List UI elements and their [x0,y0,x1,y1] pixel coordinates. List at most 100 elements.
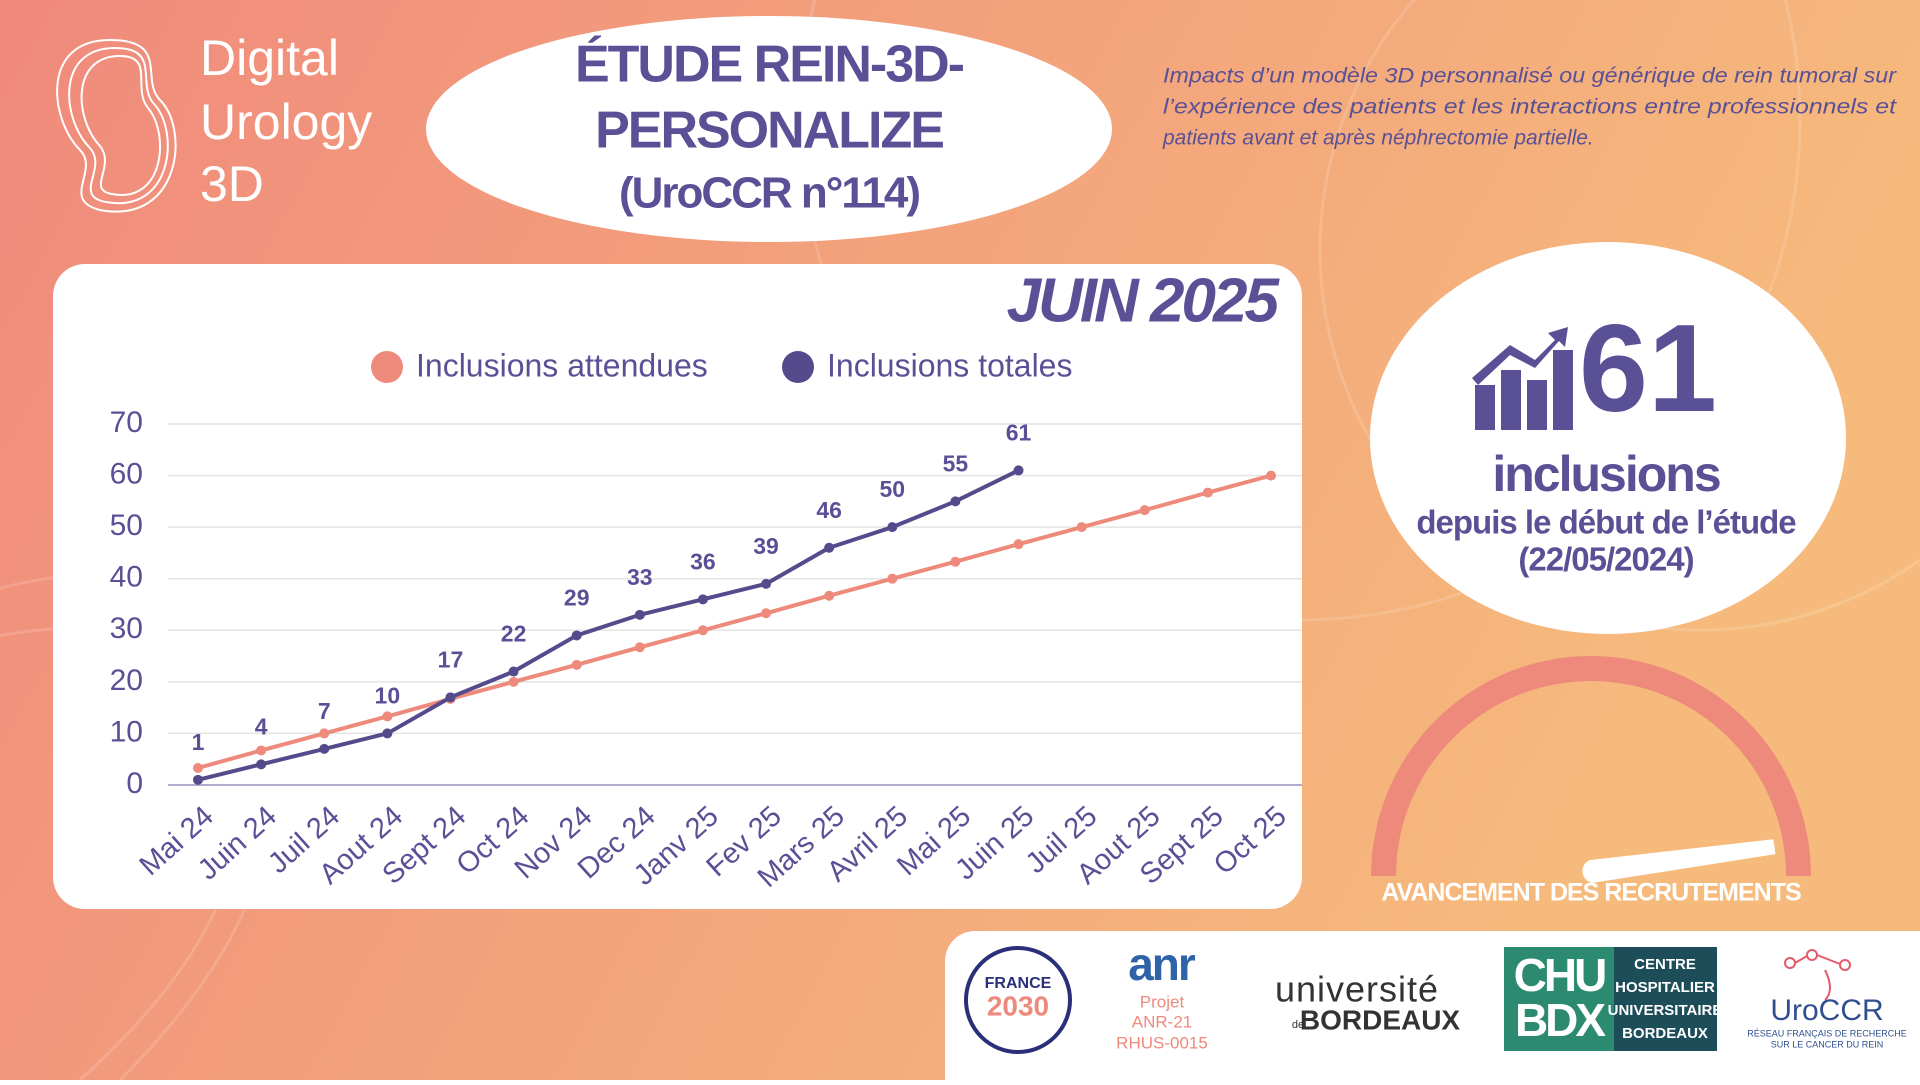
title-line: ÉTUDE REIN-3D- [575,36,964,94]
y-tick-label: 60 [110,457,143,490]
data-label: 7 [318,698,331,724]
point [382,728,393,739]
brand-line: 3D [200,156,264,212]
data-label: 61 [1006,419,1032,445]
y-tick-label: 0 [126,767,143,800]
data-label: 22 [501,621,527,647]
point [256,745,267,756]
kpi-icon [1472,327,1573,430]
y-tick-label: 30 [110,612,143,645]
logo-text: anr [1128,938,1196,990]
chu-box [1504,947,1614,1051]
point [761,608,772,619]
point [824,542,835,553]
logo-text: BORDEAUX [1300,1004,1461,1035]
chu-box [1614,947,1717,1051]
point [887,522,898,533]
logo-text: CHU [1514,949,1605,1001]
point [634,642,645,653]
logo-text: CENTRE [1634,956,1696,973]
logo-text: Projet [1140,992,1185,1011]
legend-marker [371,351,403,383]
point [508,666,519,677]
point [319,743,330,754]
logo-text: de [1292,1019,1304,1031]
data-label: 46 [816,497,842,523]
title: ÉTUDE REIN-3D- PERSONALIZE (UroCCR n°114… [575,36,966,218]
brand-logo [56,38,177,213]
uroccr-icon [1784,949,1851,1001]
data-label: 17 [438,646,464,672]
kpi-sub: depuis le début de l’étude [1416,504,1796,541]
brand: Digital Urology 3D [200,30,372,212]
logo-text: RHUS-0015 [1116,1033,1208,1052]
point [1013,539,1024,550]
point [571,630,582,641]
y-tick-label: 10 [110,715,143,748]
point [445,692,456,703]
description: Impacts d’un modèle 3D personnalisé ou g… [1162,65,1897,150]
gauge-label: AVANCEMENT DES RECRUTEMENTS [1381,879,1801,907]
data-label: 29 [564,585,590,611]
logo-text: SUR LE CANCER DU REIN [1771,1039,1884,1049]
title-bubble [426,16,1112,242]
data-label: 4 [255,713,268,739]
point [950,496,961,507]
point [1013,465,1024,476]
point [319,728,330,739]
point [761,578,772,589]
france-logo [964,946,1072,1054]
data-label: 39 [753,533,779,559]
point [382,711,393,722]
title-line: (UroCCR n°114) [619,169,919,218]
logo-text: ANR-21 [1132,1012,1192,1031]
y-tick-label: 70 [110,406,143,439]
data-label: 50 [879,476,905,502]
point [697,594,708,605]
logo-text: BORDEAUX [1622,1025,1708,1042]
legend-label: Inclusions attendues [416,347,708,383]
chart-card [53,264,1302,909]
logo-text: UNIVERSITAIRE [1608,1002,1723,1019]
point [193,774,203,785]
logo-text: université [1275,969,1439,1010]
series-line [197,468,1020,782]
y-tick-label: 20 [110,664,143,697]
data-label: 55 [943,450,969,476]
description-line: patients avant et après néphrectomie par… [1162,127,1594,150]
point [571,659,582,670]
brand-line: Urology [200,94,372,150]
title-line: PERSONALIZE [595,102,943,160]
data-label: 1 [192,729,205,755]
series-line [197,473,1272,770]
logo-text: FRANCE [985,975,1052,992]
point [1076,522,1087,533]
point [1266,470,1276,481]
logo-text: UroCCR [1770,994,1883,1027]
point [256,759,267,770]
legend-label: Inclusions totales [827,347,1072,383]
kpi: 61 inclusions depuis le début de l’étude… [1416,300,1797,578]
description-line: l’expérience des patients et les interac… [1163,96,1897,119]
y-tick-label: 50 [110,509,143,542]
point [1139,505,1150,516]
kpi-date: (22/05/2024) [1518,541,1693,578]
logo-text: RÉSEAU FRANÇAIS DE RECHERCHE [1747,1028,1907,1038]
logo-text: HOSPITALIER [1615,979,1715,996]
brand-line: Digital [200,30,339,86]
logos: FRANCE 2030 anr Projet ANR-21 RHUS-0015 … [964,938,1907,1054]
kpi-bubble [1370,242,1846,634]
description-line: Impacts d’un modèle 3D personnalisé ou g… [1163,65,1897,88]
point [887,573,898,584]
point [1202,487,1213,498]
point [634,609,645,620]
kpi-value: 61 [1579,300,1717,438]
chart-title: JUIN 2025 [1007,266,1281,335]
kpi-label: inclusions [1492,446,1719,502]
logo-text: 2030 [987,990,1049,1021]
point [508,676,519,687]
point [950,556,961,567]
data-label: 36 [690,548,716,574]
data-label: 10 [375,683,401,709]
legend-marker [782,351,814,383]
